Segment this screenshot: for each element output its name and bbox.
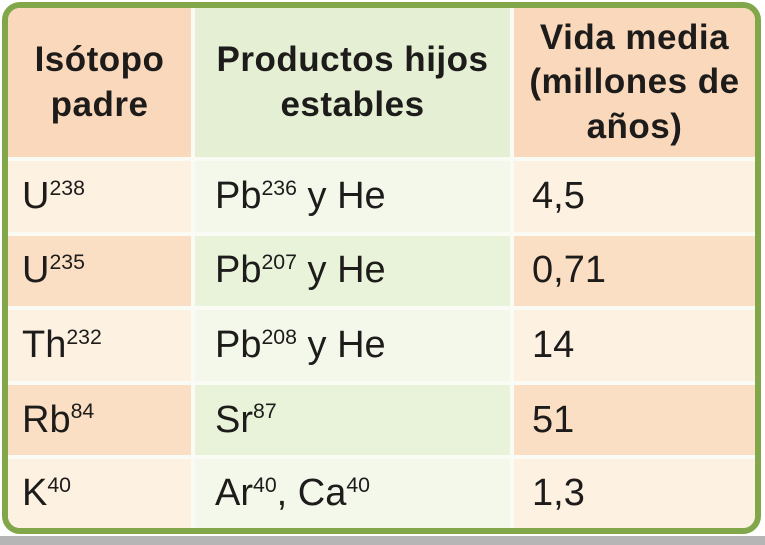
isotope-table: Isótopo padre Productos hijos estables V…	[8, 8, 755, 528]
table-row: Th232 Pb208 y He 14	[8, 310, 755, 385]
cell-parent-isotope: K40	[8, 459, 195, 528]
table-row: Rb84 Sr87 51	[8, 384, 755, 460]
cell-half-life: 51	[514, 384, 755, 460]
cell-stable-products: Pb207 y He	[195, 235, 514, 311]
cell-parent-isotope: Th232	[8, 310, 195, 385]
cell-parent-isotope: U235	[8, 235, 195, 311]
table-body: U238 Pb236 y He 4,5 U235 Pb207 y He 0,71…	[8, 161, 755, 528]
table-header: Isótopo padre Productos hijos estables V…	[8, 8, 755, 161]
cell-half-life: 1,3	[514, 459, 755, 528]
col-header-parent-isotope: Isótopo padre	[8, 8, 195, 161]
table-row: U238 Pb236 y He 4,5	[8, 161, 755, 236]
cell-stable-products: Pb208 y He	[195, 310, 514, 385]
table-row: K40 Ar40, Ca40 1,3	[8, 459, 755, 528]
table-row: U235 Pb207 y He 0,71	[8, 235, 755, 311]
cell-stable-products: Pb236 y He	[195, 161, 514, 236]
header-row: Isótopo padre Productos hijos estables V…	[8, 8, 755, 161]
cell-stable-products: Sr87	[195, 384, 514, 460]
page-shadow	[0, 536, 765, 545]
cell-parent-isotope: U238	[8, 161, 195, 236]
cell-half-life: 4,5	[514, 161, 755, 236]
col-header-stable-products: Productos hijos estables	[195, 8, 514, 161]
col-header-half-life: Vida media (millones de años)	[514, 8, 755, 161]
isotope-table-card: Isótopo padre Productos hijos estables V…	[2, 2, 761, 534]
cell-half-life: 0,71	[514, 235, 755, 311]
cell-parent-isotope: Rb84	[8, 384, 195, 460]
cell-stable-products: Ar40, Ca40	[195, 459, 514, 528]
cell-half-life: 14	[514, 310, 755, 385]
